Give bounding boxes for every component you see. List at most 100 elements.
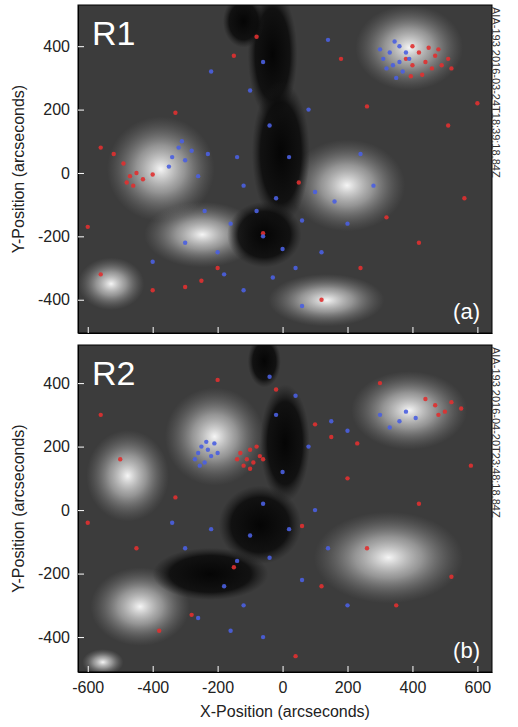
- tick-mark: [218, 666, 219, 672]
- point: [193, 457, 197, 461]
- point: [196, 451, 200, 455]
- panel-letter: (a): [453, 299, 480, 324]
- tick: 400: [43, 38, 84, 55]
- points: [86, 375, 474, 659]
- tick-mark: [153, 666, 154, 672]
- point: [378, 381, 382, 385]
- point: [404, 409, 408, 413]
- point: [388, 425, 392, 429]
- point: [365, 546, 369, 550]
- point: [150, 259, 154, 263]
- point: [433, 54, 437, 58]
- tick: -400: [38, 629, 84, 646]
- point: [215, 266, 219, 270]
- tick: [283, 327, 284, 333]
- point: [449, 575, 453, 579]
- point: [394, 603, 398, 607]
- point: [254, 209, 258, 213]
- point: [306, 444, 310, 448]
- tick: -600: [72, 666, 104, 696]
- point: [384, 215, 388, 219]
- point: [99, 413, 103, 417]
- point: [86, 521, 90, 525]
- coronal-hole: [153, 548, 269, 600]
- point: [300, 524, 304, 528]
- point: [125, 180, 129, 184]
- tick: [88, 327, 89, 333]
- axis-line: [78, 346, 79, 673]
- point: [345, 429, 349, 433]
- tick: 200: [43, 438, 84, 455]
- coronal-hole: [260, 384, 310, 502]
- point: [378, 413, 382, 417]
- point: [170, 521, 174, 525]
- point: [261, 502, 265, 506]
- point: [254, 34, 258, 38]
- point: [128, 174, 132, 178]
- point: [409, 74, 413, 78]
- point: [293, 394, 297, 398]
- tick-mark: [477, 666, 478, 672]
- point: [274, 413, 278, 417]
- tick-mark: [78, 637, 84, 638]
- tick: 0: [61, 502, 84, 519]
- plot-frame: [78, 5, 492, 333]
- point: [261, 60, 265, 64]
- point: [280, 247, 284, 251]
- panel: -400-2000200400-600-400-2000200400600R2(…: [38, 335, 493, 696]
- bright-region: [314, 512, 463, 604]
- bright-region: [82, 649, 123, 672]
- point: [209, 69, 213, 73]
- point: [232, 565, 236, 569]
- point: [313, 422, 317, 426]
- point: [287, 155, 291, 159]
- bright-region: [355, 5, 463, 90]
- point: [241, 463, 245, 467]
- point: [339, 57, 343, 61]
- point: [235, 155, 239, 159]
- point: [345, 603, 349, 607]
- point: [401, 69, 405, 73]
- point: [297, 180, 301, 184]
- point: [131, 183, 135, 187]
- tick-label: -200: [38, 565, 70, 582]
- point: [232, 54, 236, 58]
- point: [189, 149, 193, 153]
- series: [86, 378, 474, 659]
- coronal-hole: [223, 5, 264, 48]
- point: [183, 285, 187, 289]
- tick-label: 200: [43, 438, 70, 455]
- point: [167, 164, 171, 168]
- tick-mark: [88, 666, 89, 672]
- tick-label: 400: [400, 679, 427, 696]
- point: [254, 444, 258, 448]
- point: [358, 266, 362, 270]
- point: [449, 66, 453, 70]
- point: [443, 409, 447, 413]
- point: [150, 288, 154, 292]
- tick: 200: [43, 101, 84, 118]
- point: [183, 158, 187, 162]
- tick-mark: [78, 110, 84, 111]
- point: [235, 457, 239, 461]
- point: [391, 63, 395, 67]
- point: [271, 275, 275, 279]
- point: [267, 375, 271, 379]
- tick: 0: [279, 666, 288, 696]
- tick-label: 0: [61, 165, 70, 182]
- point: [134, 171, 138, 175]
- tick: -400: [137, 666, 169, 696]
- points: [86, 34, 480, 308]
- point: [215, 250, 219, 254]
- tick-mark: [412, 666, 413, 672]
- point: [141, 177, 145, 181]
- point: [251, 460, 255, 464]
- tick: [218, 327, 219, 333]
- bright-region: [86, 430, 169, 522]
- tick: [412, 327, 413, 333]
- point: [392, 39, 396, 43]
- point: [267, 556, 271, 560]
- tick: [477, 327, 478, 333]
- y-axis: -400-2000200400: [38, 346, 84, 673]
- point: [209, 527, 213, 531]
